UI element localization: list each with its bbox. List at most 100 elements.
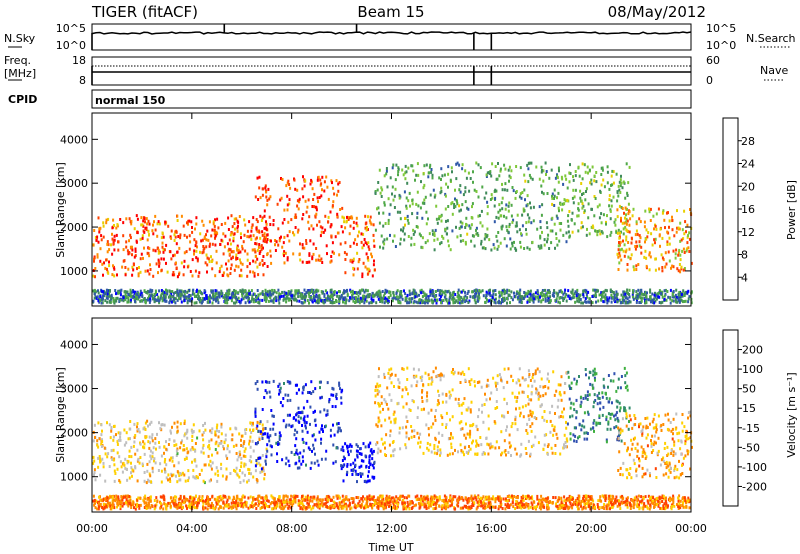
heatmap-cell — [404, 171, 407, 175]
heatmap-cell — [296, 204, 299, 208]
heatmap-cell — [193, 476, 196, 480]
heatmap-cell — [235, 443, 238, 447]
heatmap-cell — [625, 248, 628, 252]
heatmap-cell — [535, 391, 538, 395]
heatmap-cell — [214, 236, 216, 240]
heatmap-cell — [467, 449, 470, 453]
heatmap-cell — [320, 427, 323, 431]
heatmap-cell — [451, 293, 454, 297]
heatmap-cell — [363, 301, 366, 305]
heatmap-cell — [681, 300, 684, 304]
heatmap-cell — [610, 183, 612, 187]
heatmap-cell — [147, 424, 149, 428]
heatmap-cell — [257, 273, 260, 277]
heatmap-cell — [537, 296, 540, 300]
heatmap-cell — [439, 378, 442, 382]
heatmap-cell — [564, 174, 567, 178]
heatmap-cell — [192, 292, 195, 296]
heatmap-cell — [526, 213, 529, 217]
heatmap-cell — [196, 436, 199, 440]
heatmap-cell — [202, 451, 205, 455]
heatmap-cell — [232, 236, 235, 240]
heatmap-cell — [174, 297, 177, 301]
heatmap-cell — [258, 230, 261, 234]
heatmap-cell — [231, 433, 234, 437]
heatmap-cell — [439, 191, 442, 195]
heatmap-cell — [453, 370, 456, 374]
heatmap-cell — [216, 479, 219, 483]
heatmap-cell — [305, 239, 308, 242]
heatmap-cell — [477, 233, 480, 237]
heatmap-cell — [600, 173, 603, 176]
heatmap-cell — [547, 301, 550, 304]
heatmap-cell — [251, 297, 254, 301]
heatmap-cell — [124, 290, 127, 294]
heatmap-cell — [230, 299, 233, 303]
heatmap-cell — [631, 293, 634, 297]
heatmap-cell — [235, 257, 238, 261]
heatmap-cell — [165, 440, 167, 444]
heatmap-cell — [419, 289, 422, 293]
heatmap-cell — [235, 300, 238, 304]
heatmap-cell — [558, 296, 561, 300]
heatmap-cell — [527, 161, 530, 165]
heatmap-cell — [527, 384, 530, 388]
heatmap-cell — [588, 393, 591, 397]
heatmap-cell — [102, 224, 105, 228]
heatmap-cell — [565, 299, 568, 303]
heatmap-cell — [324, 228, 327, 232]
heatmap-cell — [254, 412, 257, 416]
heatmap-cell — [345, 219, 348, 223]
heatmap-cell — [276, 202, 279, 206]
heatmap-cell — [186, 428, 189, 432]
heatmap-cell — [296, 383, 298, 387]
heatmap-cell — [480, 209, 483, 213]
heatmap-cell — [304, 179, 307, 183]
heatmap-cell — [486, 171, 489, 175]
heatmap-cell — [414, 291, 417, 295]
heatmap-cell — [235, 452, 238, 455]
heatmap-cell — [341, 445, 344, 449]
heatmap-cell — [101, 438, 103, 442]
heatmap-cell — [375, 301, 378, 305]
heatmap-cell — [548, 247, 551, 250]
heatmap-cell — [191, 439, 194, 442]
heatmap-cell — [572, 296, 575, 300]
heatmap-cell — [529, 425, 532, 428]
heatmap-cell — [464, 190, 467, 194]
heatmap-cell — [553, 204, 556, 207]
heatmap-cell — [128, 217, 131, 221]
heatmap-cell — [258, 298, 261, 302]
heatmap-cell — [600, 291, 603, 295]
heatmap-cell — [210, 478, 212, 482]
heatmap-cell — [404, 164, 407, 168]
heatmap-cell — [643, 297, 646, 300]
heatmap-cell — [99, 247, 102, 251]
heatmap-cell — [117, 431, 120, 435]
heatmap-cell — [244, 301, 247, 305]
heatmap-cell — [98, 437, 101, 441]
heatmap-cell — [678, 293, 681, 297]
heatmap-cell — [582, 204, 585, 208]
heatmap-cell — [497, 210, 500, 214]
heatmap-cell — [451, 229, 454, 233]
heatmap-cell — [346, 463, 349, 466]
heatmap-cell — [510, 374, 513, 378]
heatmap-cell — [179, 233, 182, 237]
heatmap-cell — [96, 255, 99, 259]
heatmap-cell — [648, 210, 651, 214]
heatmap-cell — [198, 271, 201, 275]
heatmap-cell — [288, 292, 291, 296]
heatmap-cell — [116, 443, 119, 446]
heatmap-cell — [441, 373, 443, 377]
heatmap-cell — [130, 461, 132, 465]
heatmap-cell — [504, 207, 507, 211]
heatmap-cell — [584, 290, 587, 294]
heatmap-cell — [500, 201, 503, 205]
heatmap-cell — [612, 295, 615, 299]
heatmap-cell — [460, 372, 463, 376]
heatmap-cell — [171, 456, 174, 460]
nsky-panel — [91, 23, 692, 51]
heatmap-cell — [222, 447, 225, 451]
heatmap-cell — [678, 299, 681, 303]
